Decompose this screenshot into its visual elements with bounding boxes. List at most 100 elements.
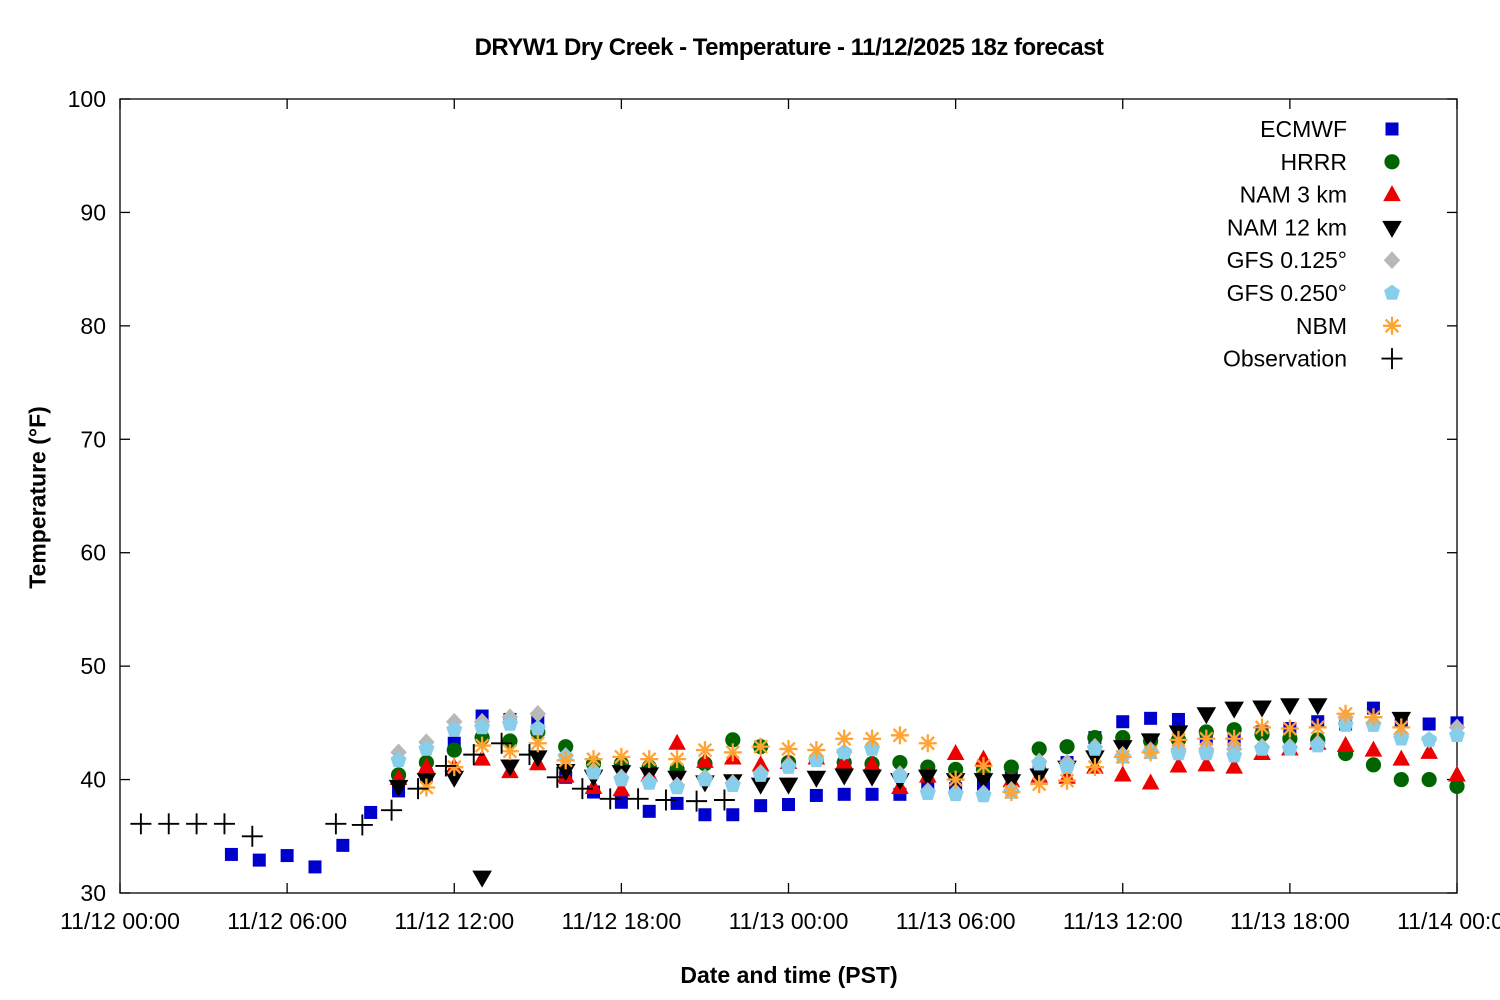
marker-plus [491, 732, 513, 754]
marker-triangle-down [862, 769, 882, 787]
marker-circle [1393, 771, 1409, 788]
marker-triangle-up [1420, 742, 1438, 759]
marker-triangle-up [1448, 765, 1466, 782]
marker-asterisk [1253, 718, 1272, 737]
marker-square [698, 808, 712, 822]
marker-triangle-down [388, 779, 409, 797]
marker-plus [435, 755, 457, 777]
marker-triangle-up [612, 780, 631, 797]
marker-asterisk [1169, 730, 1188, 749]
marker-plus [186, 813, 208, 835]
marker-asterisk [695, 741, 714, 760]
marker-triangle-down [806, 770, 827, 788]
x-tick-label: 11/12 18:00 [561, 908, 681, 934]
marker-asterisk [974, 756, 993, 775]
legend-marker-triangle-down [1382, 220, 1402, 238]
marker-asterisk [500, 742, 519, 761]
marker-asterisk [1364, 708, 1383, 727]
marker-triangle-up [946, 743, 965, 760]
marker-plus [130, 813, 152, 835]
legend-label: GFS 0.125° [1227, 247, 1347, 273]
marker-square [809, 788, 823, 802]
marker-asterisk [807, 741, 826, 760]
marker-pentagon [1031, 755, 1048, 771]
marker-asterisk [1392, 718, 1411, 737]
marker-pentagon [1226, 747, 1243, 763]
marker-square [1116, 715, 1130, 729]
marker-triangle-down [1280, 698, 1300, 716]
marker-asterisk [863, 729, 882, 748]
marker-circle [1365, 757, 1382, 773]
x-tick-label: 11/13 12:00 [1063, 908, 1183, 934]
marker-triangle-down [528, 750, 548, 768]
marker-asterisk [946, 770, 965, 789]
marker-plus [325, 813, 347, 835]
marker-plus [351, 814, 373, 836]
marker-asterisk [1280, 719, 1299, 738]
x-axis-label: Date and time (PST) [680, 962, 898, 988]
marker-pentagon [585, 764, 602, 780]
marker-pentagon [446, 721, 463, 737]
marker-square [1144, 711, 1158, 725]
marker-pentagon [836, 743, 853, 760]
y-tick-label: 60 [80, 540, 106, 566]
marker-plus [407, 778, 429, 800]
marker-triangle-up [1364, 740, 1383, 757]
marker-asterisk [1197, 729, 1216, 748]
y-tick-label: 50 [80, 653, 106, 679]
legend: ECMWF HRRR NAM 3 km NAM 12 km GFS 0.125° GFS … [1223, 116, 1403, 372]
marker-asterisk [640, 750, 659, 769]
marker-circle [1059, 739, 1075, 755]
marker-asterisk [1030, 775, 1049, 794]
marker-pentagon [780, 758, 797, 774]
marker-triangle-up [1225, 757, 1243, 774]
marker-triangle-down [555, 763, 576, 781]
marker-asterisk [751, 737, 770, 756]
marker-triangle-up [1141, 773, 1160, 790]
series-nbm [417, 704, 1411, 802]
marker-pentagon [390, 751, 407, 768]
marker-asterisk [1085, 758, 1104, 777]
x-tick-label: 11/14 00:00 [1397, 908, 1500, 934]
marker-triangle-down [973, 773, 994, 791]
legend-marker-pentagon [1384, 284, 1400, 300]
y-tick-label: 100 [68, 86, 106, 112]
marker-plus [686, 790, 708, 812]
marker-pentagon [975, 787, 992, 803]
marker-asterisk [1308, 718, 1327, 737]
x-tick-label: 11/12 06:00 [227, 908, 347, 934]
marker-square [670, 796, 684, 810]
series-ecmwf [224, 701, 1464, 874]
marker-triangle-up [1197, 755, 1216, 772]
marker-triangle-up [696, 751, 714, 768]
x-tick-label: 11/12 00:00 [60, 908, 180, 934]
y-tick-label: 30 [80, 880, 106, 906]
marker-triangle-down [472, 870, 492, 888]
marker-triangle-up [1392, 749, 1411, 766]
series-gfs-0-250- [390, 715, 1465, 803]
marker-pentagon [1170, 745, 1187, 761]
y-tick-label: 70 [80, 426, 106, 452]
legend-marker-square [1385, 122, 1399, 136]
marker-asterisk [835, 729, 854, 748]
y-axis-label: Temperature (°F) [24, 406, 51, 589]
x-tick-label: 11/12 12:00 [394, 908, 514, 934]
marker-pentagon [752, 766, 769, 782]
marker-asterisk [584, 750, 603, 769]
marker-triangle-down [500, 759, 520, 777]
marker-pentagon [501, 715, 518, 731]
marker-square [364, 805, 378, 819]
marker-triangle-up [417, 757, 436, 774]
marker-pentagon [529, 720, 546, 736]
legend-label: NBM [1296, 313, 1347, 339]
marker-pentagon [1393, 730, 1410, 746]
marker-circle [1449, 778, 1465, 794]
marker-asterisk [556, 751, 575, 770]
marker-plus [241, 825, 263, 847]
marker-triangle-up [1113, 765, 1132, 782]
marker-triangle-down [917, 769, 938, 787]
marker-pentagon [613, 771, 630, 787]
marker-triangle-down [750, 777, 771, 795]
marker-pentagon [474, 718, 491, 735]
legend-label: NAM 3 km [1240, 182, 1347, 208]
